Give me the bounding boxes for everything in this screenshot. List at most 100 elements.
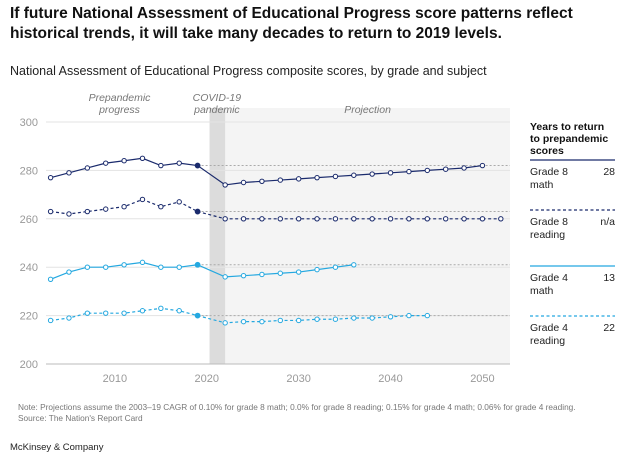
legend-value-3: 22 (603, 322, 615, 334)
legend-label-2: Grade 4 math (530, 272, 568, 297)
period-label-covid: COVID-19 pandemic (193, 92, 242, 116)
series-2-point (158, 264, 164, 270)
series-3-point (84, 310, 91, 316)
series-2-point (314, 266, 320, 273)
series-1-point (369, 216, 375, 222)
series-2-point (66, 269, 72, 275)
series-1-point (277, 216, 283, 222)
series-1-point (103, 206, 109, 212)
series-0-point (259, 178, 265, 184)
series-1-point (295, 216, 302, 222)
series-0-point (479, 162, 486, 169)
series-0-point (295, 176, 302, 182)
series-1-point (240, 216, 247, 222)
headline: If future National Assessment of Educati… (10, 5, 573, 42)
series-3-point (406, 312, 412, 319)
series-3-point (387, 314, 394, 320)
series-3-point (240, 318, 247, 325)
series-0-point (277, 177, 283, 183)
series-3-point (424, 312, 431, 319)
y-tick-label: 240 (20, 262, 38, 274)
series-3-point (222, 320, 228, 326)
legend-value-0: 28 (603, 166, 615, 178)
series-0-point (406, 168, 412, 175)
series-0-point (176, 160, 182, 166)
series-3-point (351, 315, 357, 321)
series-1-point (332, 216, 339, 222)
series-0-point (158, 162, 164, 169)
series-0-point (387, 170, 394, 176)
series-1-point (387, 216, 394, 222)
series-1-point (47, 208, 54, 215)
chart-title: National Assessment of Educational Progr… (10, 64, 487, 78)
series-3-point (121, 310, 127, 316)
note-text: Note: Projections assume the 2003–19 CAG… (18, 402, 576, 412)
series-3-point (369, 315, 375, 321)
series-2-point (351, 262, 357, 268)
series-1-point (498, 216, 504, 222)
series-0-point (103, 160, 109, 166)
x-tick-label: 2050 (470, 373, 494, 385)
series-2-point (176, 264, 182, 270)
series-2-point (332, 264, 339, 270)
series-0-point (222, 182, 228, 188)
source-text: Source: The Nation's Report Card (18, 413, 143, 423)
series-2-point (121, 262, 127, 268)
legend-title: Years to return to prepandemic scores (530, 121, 608, 157)
series-1-point (479, 216, 486, 222)
y-tick-label: 200 (20, 359, 38, 371)
series-2-point (103, 264, 109, 270)
series-0-point (424, 167, 431, 174)
x-tick-label: 2030 (286, 373, 310, 385)
y-tick-label: 260 (20, 214, 38, 226)
legend-label-3: Grade 4 reading (530, 322, 568, 347)
series-3-point (295, 317, 302, 324)
y-tick-label: 220 (20, 311, 38, 323)
legend-value-2: 13 (603, 272, 615, 284)
series-2-point (84, 264, 91, 270)
series-1-point (259, 216, 265, 222)
series-1-point (84, 208, 91, 215)
series-1-point (158, 204, 164, 210)
series-0-point (369, 171, 375, 177)
series-1-projection-line (197, 210, 501, 220)
series-1-point (222, 216, 228, 222)
series-3-point (314, 316, 320, 322)
series-2-point (139, 259, 146, 266)
series-3-point (47, 317, 54, 324)
series-2-point (194, 261, 201, 268)
series-0-point (47, 174, 54, 181)
series-1-point (176, 199, 182, 205)
series-2-point (47, 276, 54, 283)
brand-logo-text: McKinsey & Company (10, 442, 104, 453)
period-label-prepandemic: Prepandemic progress (89, 92, 152, 116)
period-label-projection: Projection (344, 104, 391, 116)
chart-footnote: Note: Projections assume the 2003–19 CAG… (18, 402, 628, 424)
pandemic-band (209, 108, 226, 364)
series-0-point (84, 165, 91, 171)
series-0-projection-line (197, 164, 483, 186)
x-tick-label: 2040 (378, 373, 402, 385)
series-2-point (295, 269, 302, 275)
line-chart: 200 220 240 260 280 300 2010 2020 2030 2040 2050 Pr… (20, 92, 616, 385)
series-2-point (222, 274, 228, 280)
series-2-point (277, 270, 283, 276)
series-0-point (461, 165, 467, 171)
series-0-point (121, 158, 127, 164)
series-1-point (314, 216, 320, 222)
legend-label-1: Grade 8 reading (530, 216, 568, 241)
series-3-point (66, 315, 72, 321)
series-0-point (194, 162, 201, 169)
x-tick-label: 2010 (103, 373, 127, 385)
series-0-point (139, 155, 146, 162)
series-3-point (158, 305, 164, 312)
series-1-point (66, 211, 72, 217)
series-0-point (442, 166, 449, 172)
series-1-point (406, 216, 412, 222)
series-0-point (66, 170, 72, 176)
series-3-point (259, 318, 265, 325)
series-1-point (351, 216, 357, 222)
series-1-point (461, 216, 467, 222)
series-1-point (121, 204, 127, 210)
series-0-point (332, 173, 339, 180)
